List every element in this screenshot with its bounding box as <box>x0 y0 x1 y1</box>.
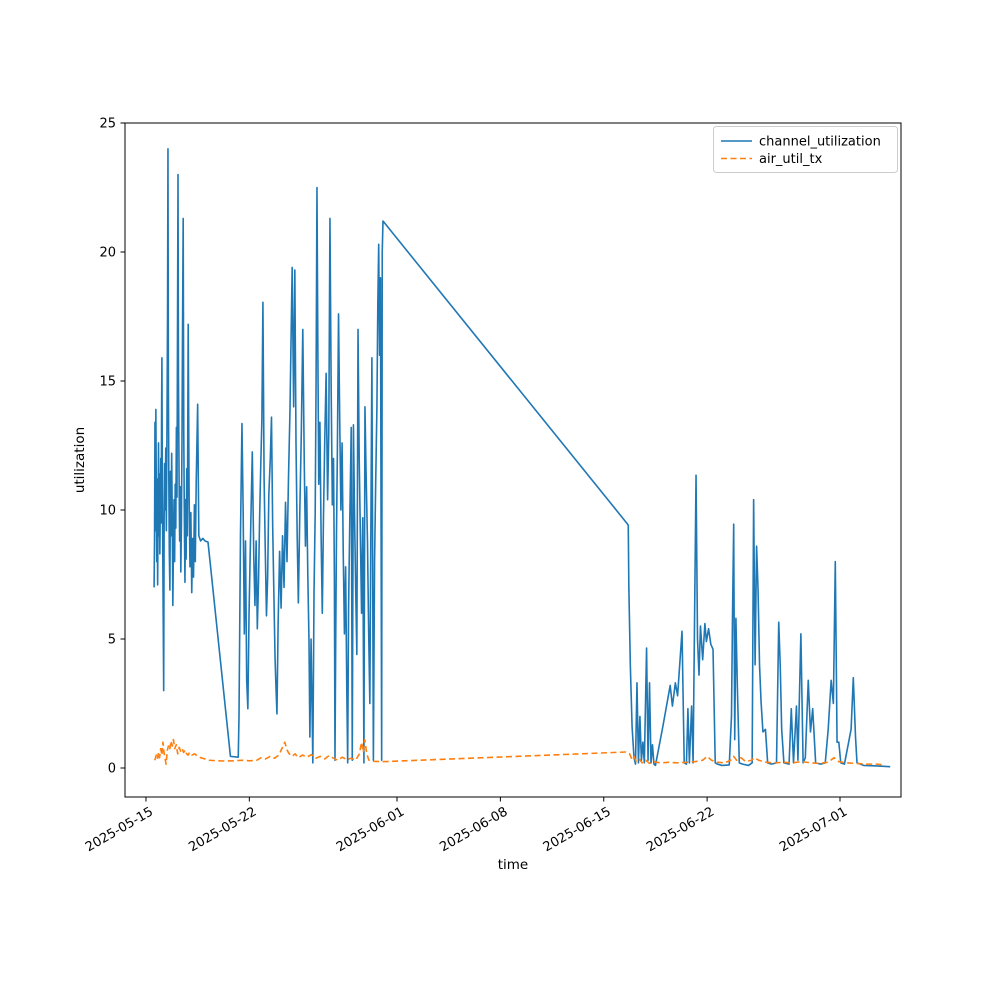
y-tick-label: 15 <box>99 375 116 390</box>
legend-label-channel-utilization: channel_utilization <box>759 135 881 150</box>
legend: channel_utilization air_util_tx <box>713 126 898 173</box>
x-axis-label: time <box>498 857 529 873</box>
y-axis-label: utilization <box>72 427 88 493</box>
plot-area <box>125 123 901 797</box>
x-tick-label: 2025-07-01 <box>777 804 850 855</box>
y-tick-label: 0 <box>108 762 116 777</box>
x-axis: 2025-05-15 2025-05-22 2025-06-01 2025-06-08… <box>83 797 850 855</box>
y-tick-label: 20 <box>99 246 116 261</box>
series-channel-utilization-line <box>153 148 891 768</box>
y-tick-label: 5 <box>108 633 116 648</box>
x-tick-label: 2025-05-15 <box>83 804 156 855</box>
x-tick-label: 2025-06-22 <box>644 804 717 855</box>
legend-box <box>713 126 898 173</box>
series-layer <box>153 148 891 768</box>
y-axis: 0 5 10 15 20 25 <box>99 117 125 777</box>
x-tick-label: 2025-06-15 <box>541 804 614 855</box>
legend-entry-air-util-tx: air_util_tx <box>721 152 823 167</box>
y-tick-label: 10 <box>99 504 116 519</box>
x-tick-label: 2025-06-01 <box>334 804 407 855</box>
axes-spines <box>124 122 902 798</box>
y-tick-label: 25 <box>99 117 116 132</box>
x-tick-label: 2025-05-22 <box>186 804 259 855</box>
legend-entry-channel-utilization: channel_utilization <box>721 135 881 150</box>
legend-label-air-util-tx: air_util_tx <box>759 152 823 167</box>
x-tick-label: 2025-06-08 <box>437 804 510 855</box>
